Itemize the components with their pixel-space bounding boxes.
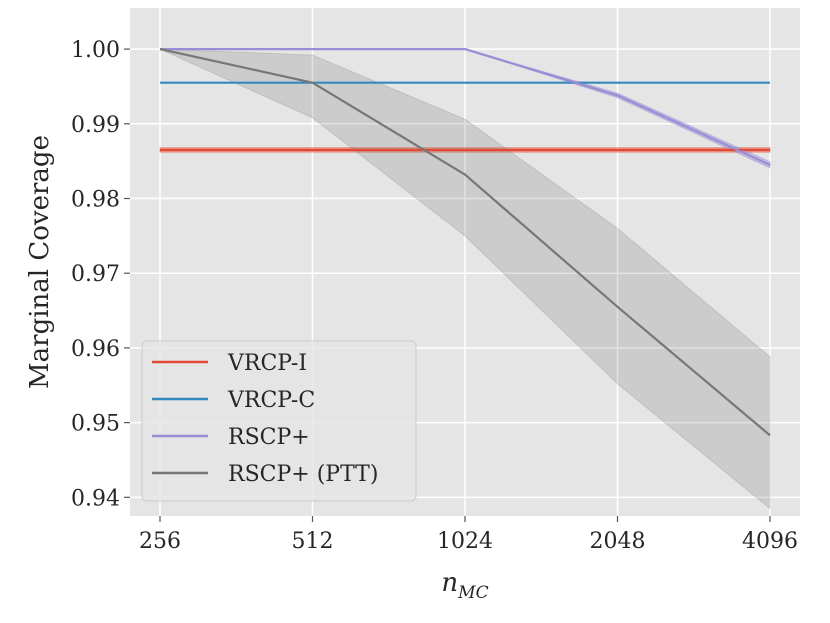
series-line-3 bbox=[160, 47, 771, 166]
y-tick-label-3: 0.97 bbox=[71, 262, 120, 287]
x-axis-label-base: n bbox=[441, 568, 458, 598]
x-tick-label-0: 256 bbox=[139, 529, 181, 554]
legend-label-1: VRCP-I bbox=[227, 351, 307, 376]
y-tick-label-0: 0.94 bbox=[71, 486, 120, 511]
legend-label-3: RSCP+ bbox=[228, 425, 310, 450]
series-lines bbox=[159, 47, 771, 437]
x-tick-label-3: 2048 bbox=[590, 529, 646, 554]
legend-box bbox=[141, 340, 417, 502]
x-axis: 256 512 1024 2048 4096 bbox=[139, 516, 798, 554]
y-tick-label-1: 0.95 bbox=[71, 412, 120, 437]
y-tick-label-2: 0.96 bbox=[71, 337, 120, 362]
legend-label-2: VRCP-C bbox=[227, 388, 315, 413]
x-axis-label-subscript: MC bbox=[457, 583, 488, 603]
x-tick-label-2: 1024 bbox=[437, 529, 493, 554]
x-axis-label: nMC bbox=[441, 568, 488, 603]
x-tick-label-1: 512 bbox=[292, 529, 334, 554]
band-4 bbox=[159, 48, 771, 510]
y-axis: 0.94 0.95 0.96 0.97 0.98 0.99 1.00 bbox=[71, 38, 130, 511]
y-tick-label-6: 1.00 bbox=[71, 38, 120, 63]
legend-label-4: RSCP+ (PTT) bbox=[228, 462, 378, 487]
legend: VRCP-I VRCP-C RSCP+ RSCP+ (PTT) bbox=[141, 340, 417, 502]
x-tick-label-4: 4096 bbox=[742, 529, 798, 554]
series-line-4 bbox=[159, 48, 771, 437]
y-tick-label-4: 0.98 bbox=[71, 188, 120, 213]
y-tick-label-5: 0.99 bbox=[71, 113, 120, 138]
y-axis-label: Marginal Coverage bbox=[25, 135, 55, 389]
